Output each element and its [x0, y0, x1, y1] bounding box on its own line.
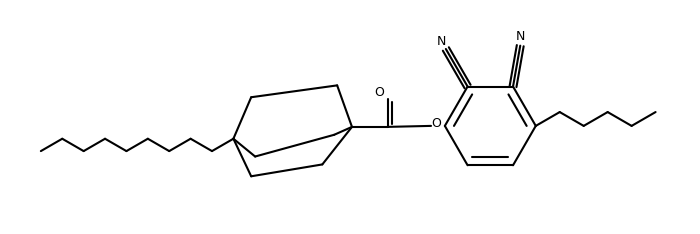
Text: N: N	[516, 30, 526, 43]
Text: O: O	[431, 117, 441, 130]
Text: O: O	[374, 86, 384, 99]
Text: N: N	[437, 35, 446, 48]
